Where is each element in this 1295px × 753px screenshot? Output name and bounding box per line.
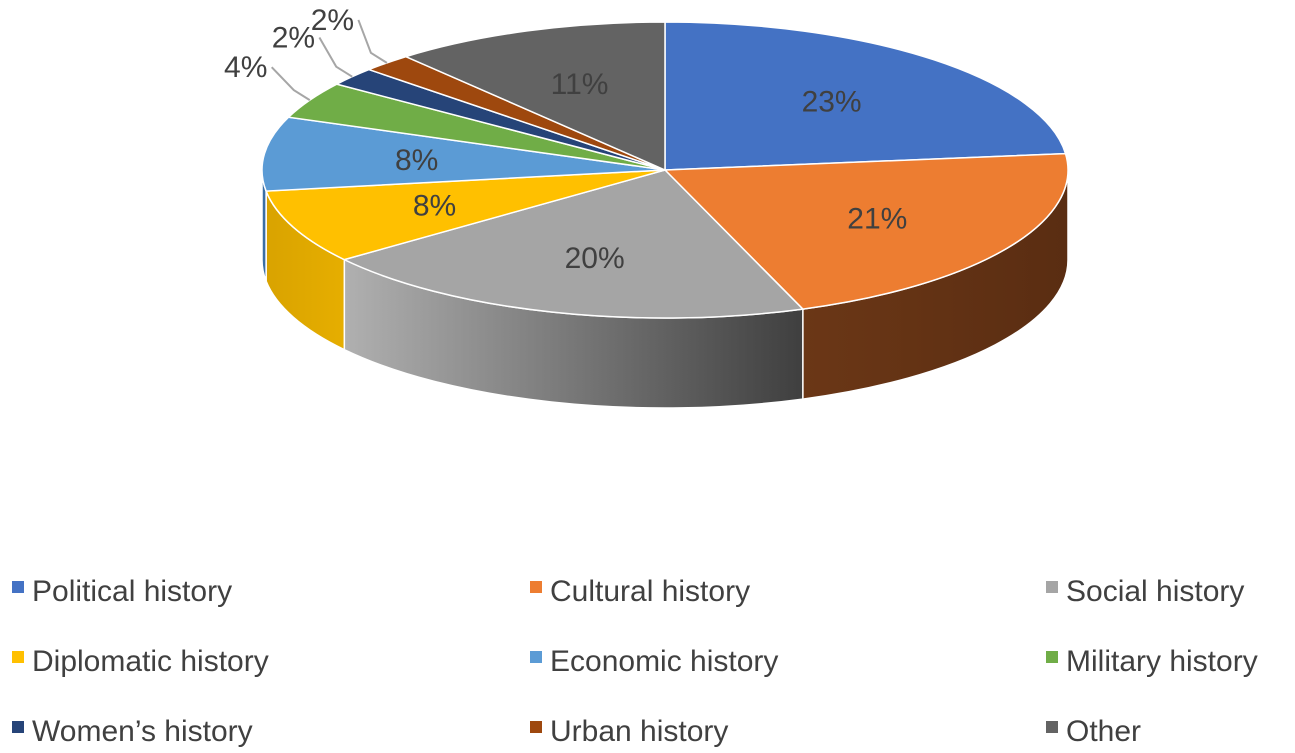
legend-swatch-military-history xyxy=(1046,651,1058,663)
legend-swatch-women-s-history xyxy=(12,721,24,733)
data-label-women-s-history: 2% xyxy=(272,21,315,54)
pie-slices xyxy=(261,21,1069,319)
legend-label-economic-history: Economic history xyxy=(550,645,778,678)
slice-social-history xyxy=(342,169,805,319)
legend-swatch-urban-history xyxy=(530,721,542,733)
leader-line-military-history xyxy=(270,66,311,101)
data-label-urban-history: 2% xyxy=(311,4,354,37)
slice-political-history xyxy=(664,21,1067,171)
legend-swatch-economic-history xyxy=(530,651,542,663)
data-label-other: 11% xyxy=(551,68,609,101)
legend-label-political-history: Political history xyxy=(32,575,232,608)
leader-lines xyxy=(270,19,388,101)
legend-swatch-other xyxy=(1046,721,1058,733)
leader-line-women-s-history xyxy=(318,36,353,78)
leader-line-urban-history xyxy=(357,19,388,64)
legend-label-social-history: Social history xyxy=(1066,575,1244,608)
legend-label-military-history: Military history xyxy=(1066,645,1258,678)
legend: Political history Cultural history Social … xyxy=(12,575,1258,748)
legend-label-other: Other xyxy=(1066,715,1141,748)
legend-label-women-s-history: Women’s history xyxy=(32,715,253,748)
data-label-cultural-history: 21% xyxy=(847,202,907,235)
legend-swatch-cultural-history xyxy=(530,581,542,593)
pie-sides xyxy=(261,169,1069,409)
legend-swatch-political-history xyxy=(12,581,24,593)
data-label-political-history: 23% xyxy=(802,86,862,119)
slice-cultural-history xyxy=(663,152,1069,310)
slice-diplomatic-history xyxy=(265,169,666,261)
legend-swatch-diplomatic-history xyxy=(12,651,24,663)
data-label-military-history: 4% xyxy=(224,51,267,84)
slice-other xyxy=(403,21,666,172)
data-labels: 23%21%20%8%8%4%2%2%11% xyxy=(224,4,907,275)
slice-economic-history xyxy=(261,116,666,192)
legend-swatch-social-history xyxy=(1046,581,1058,593)
data-label-diplomatic-history: 8% xyxy=(413,189,456,222)
data-label-social-history: 20% xyxy=(565,242,625,275)
legend-label-diplomatic-history: Diplomatic history xyxy=(32,645,269,678)
legend-label-cultural-history: Cultural history xyxy=(550,575,750,608)
data-label-economic-history: 8% xyxy=(395,144,438,177)
legend-label-urban-history: Urban history xyxy=(550,715,728,748)
